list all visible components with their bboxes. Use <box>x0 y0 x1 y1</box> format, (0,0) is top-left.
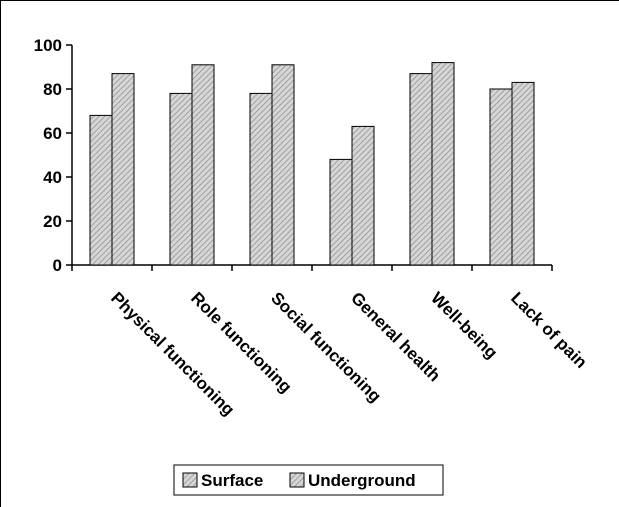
bar-underground-1 <box>191 64 215 266</box>
y-tick-label: 60 <box>43 124 62 143</box>
y-tick-label: 80 <box>43 80 62 99</box>
bar-surface-5 <box>489 88 513 266</box>
bar-underground-2 <box>271 64 295 266</box>
y-tick-label: 0 <box>53 256 62 275</box>
bar-surface-0 <box>89 114 113 266</box>
y-tick-label: 100 <box>34 36 62 55</box>
legend-box <box>173 464 444 496</box>
legend-swatch-series-0 <box>182 472 198 488</box>
y-tick-label: 40 <box>43 168 62 187</box>
legend-label-series-1: Underground <box>308 471 416 490</box>
x-category-label: Lack of pain <box>507 288 591 372</box>
bar-underground-5 <box>511 81 535 266</box>
legend-swatch-series-1 <box>289 472 305 488</box>
y-axis: 0 20 40 60 80 100 <box>34 36 73 275</box>
x-category-label: Well-being <box>427 288 501 362</box>
legend: Surface Underground <box>173 464 444 496</box>
bar-surface-2 <box>249 92 273 266</box>
bar-surface-4 <box>409 73 433 266</box>
bar-underground-4 <box>431 62 455 266</box>
bar-underground-3 <box>351 125 375 266</box>
bar-underground-0 <box>111 73 135 266</box>
bar-surface-3 <box>329 158 353 266</box>
legend-label-series-0: Surface <box>201 471 263 490</box>
y-tick-label: 20 <box>43 212 62 231</box>
bars <box>89 62 535 266</box>
bar-surface-1 <box>169 92 193 266</box>
x-axis <box>71 264 553 271</box>
